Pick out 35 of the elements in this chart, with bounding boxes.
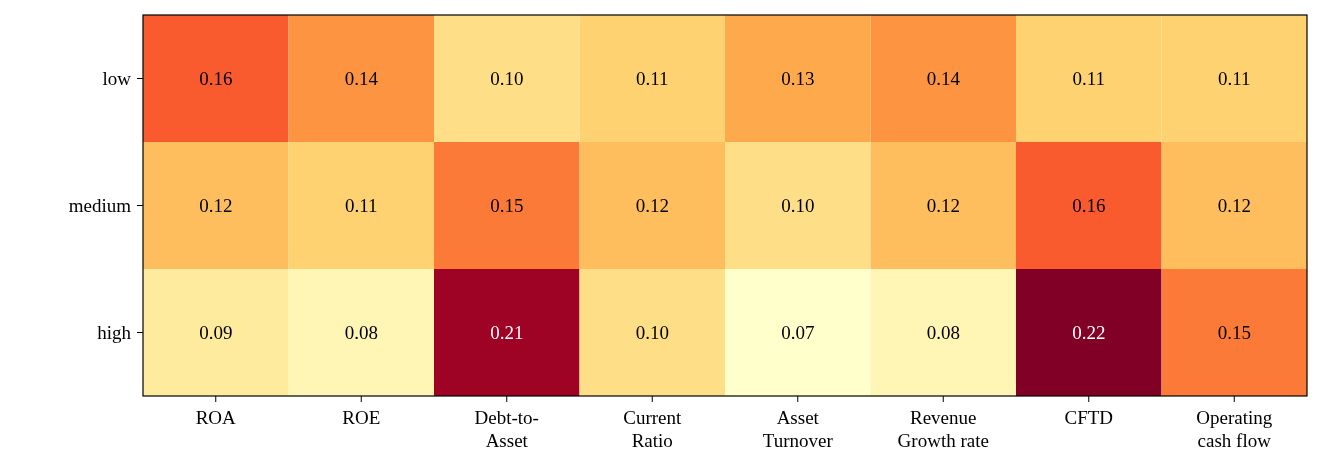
data-label: 0.15 [490, 195, 524, 217]
data-label: 0.07 [781, 322, 815, 344]
data-label: 0.12 [635, 195, 669, 217]
data-label: 0.11 [344, 195, 378, 217]
data-label: 0.21 [490, 322, 524, 344]
data-label: 0.22 [1072, 322, 1106, 344]
data-label: 0.14 [926, 68, 961, 90]
x-tick-label: Revenue Growth rate [897, 407, 989, 451]
data-label: 0.08 [926, 322, 960, 344]
data-label: 0.11 [635, 68, 669, 90]
data-label: 0.08 [344, 322, 378, 344]
data-label: 0.12 [1217, 195, 1251, 217]
y-tick-label: low [102, 68, 132, 90]
x-tick-label: Operating cash flow [1196, 407, 1273, 451]
data-label: 0.13 [781, 68, 815, 90]
x-tick-label: Current Ratio [623, 407, 682, 451]
data-label: 0.16 [1072, 195, 1106, 217]
data-label: 0.15 [1217, 322, 1251, 344]
data-label: 0.11 [1217, 68, 1251, 90]
data-label: 0.10 [490, 68, 524, 90]
data-label: 0.12 [926, 195, 960, 217]
y-tick-label: high [97, 322, 132, 344]
x-tick-label: ROA [195, 407, 237, 428]
data-label: 0.09 [199, 322, 233, 344]
data-label: 0.14 [344, 68, 379, 90]
x-tick-label: CFTD [1064, 407, 1114, 428]
data-label: 0.10 [781, 195, 815, 217]
x-tick-label: Asset Turnover [762, 407, 834, 451]
data-label: 0.12 [199, 195, 233, 217]
data-label: 0.10 [635, 322, 669, 344]
data-label: 0.11 [1072, 68, 1106, 90]
x-tick-label: Debt-to- Asset [474, 407, 539, 451]
y-tick-label: medium [68, 195, 132, 217]
data-label: 0.16 [199, 68, 233, 90]
x-tick-label: ROE [342, 407, 381, 428]
